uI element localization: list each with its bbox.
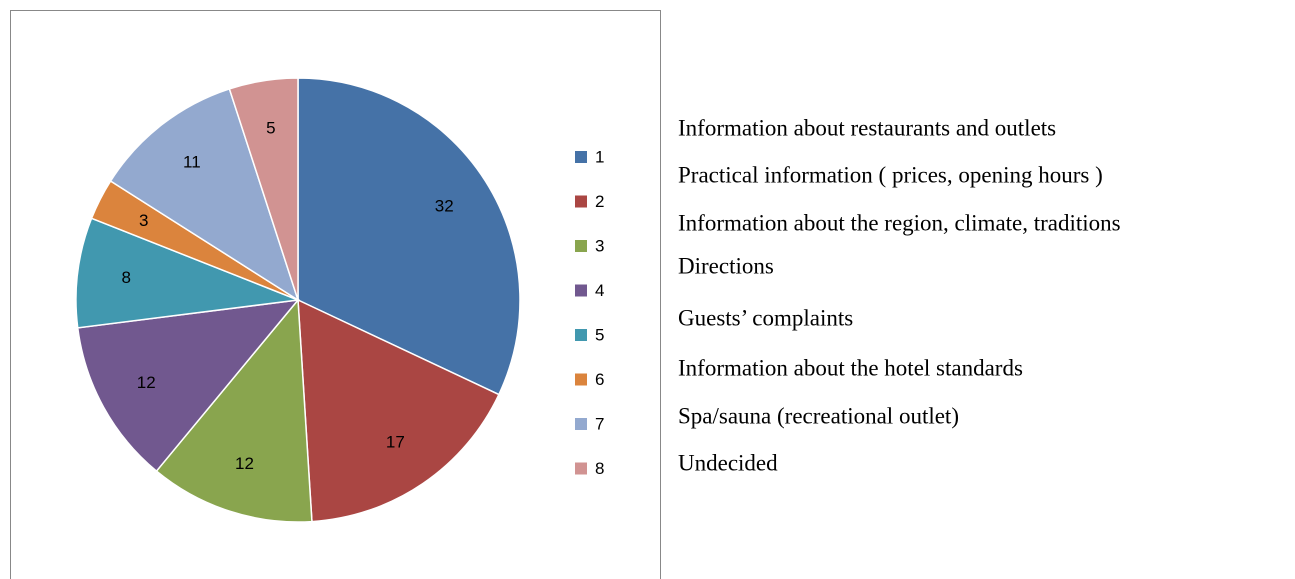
- legend-swatch: [575, 151, 587, 163]
- legend-swatch: [575, 418, 587, 430]
- data-label: 12: [235, 454, 254, 473]
- legend-label: 5: [595, 325, 604, 344]
- legend-label: 3: [595, 236, 604, 255]
- legend-label: 7: [595, 414, 604, 433]
- pie-slice: [297, 77, 521, 396]
- legend-swatch: [575, 373, 587, 386]
- legend-swatch: [575, 240, 587, 252]
- pie-slice: [228, 77, 299, 301]
- legend-label: 8: [595, 459, 604, 478]
- pie-slice: [75, 217, 299, 329]
- legend-swatch: [575, 284, 587, 297]
- legend-swatch: [575, 195, 587, 208]
- legend-label: 1: [595, 147, 604, 166]
- pie-slice: [297, 298, 500, 523]
- legend-description: Information about the hotel standards: [678, 355, 1023, 380]
- legend-label: 4: [595, 281, 604, 300]
- pie-slice: [109, 87, 300, 302]
- legend-label: 6: [595, 370, 604, 389]
- legend-label: 2: [595, 192, 604, 211]
- pie-slice: [155, 298, 313, 523]
- legend-description: Spa/sauna (recreational outlet): [678, 403, 959, 428]
- legend-swatch: [575, 462, 587, 475]
- legend-description: Practical information ( prices, opening …: [678, 162, 1103, 187]
- data-label: 3: [139, 211, 148, 230]
- pie-slice: [76, 299, 300, 473]
- data-label: 32: [435, 197, 454, 216]
- data-label: 11: [183, 153, 201, 172]
- data-label: 12: [137, 373, 156, 392]
- data-label: 8: [121, 268, 130, 287]
- legend-description: Guests’ complaints: [678, 305, 853, 330]
- data-label: 17: [386, 433, 405, 452]
- data-label: 5: [266, 118, 275, 137]
- legend-swatch: [575, 329, 587, 341]
- legend-description: Directions: [678, 253, 774, 278]
- legend-description: Information about restaurants and outlet…: [678, 115, 1056, 140]
- legend-description: Information about the region, climate, t…: [678, 210, 1121, 235]
- legend-description: Undecided: [678, 450, 778, 475]
